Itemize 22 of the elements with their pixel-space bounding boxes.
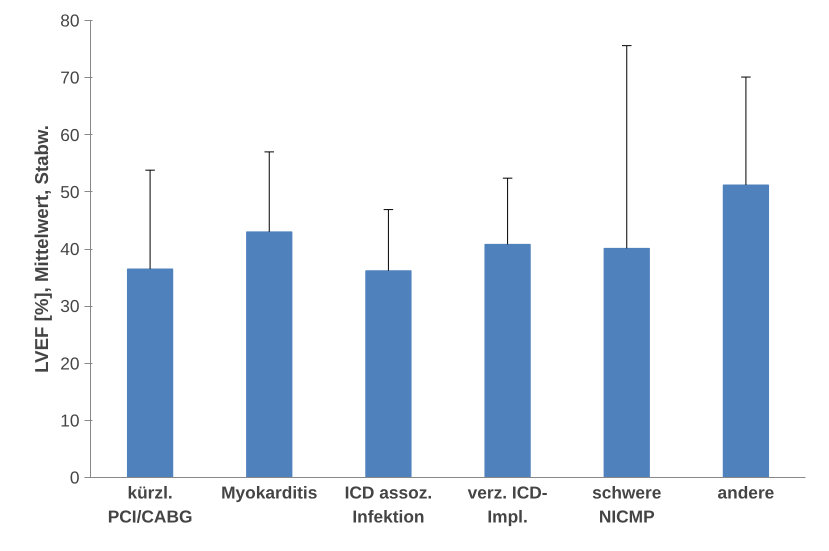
y-tick-label: 70	[60, 68, 80, 88]
x-tick-label: andere	[718, 482, 775, 502]
y-tick-label: 40	[60, 239, 80, 259]
y-tick-label: 50	[60, 182, 80, 202]
bar	[722, 184, 770, 478]
x-tick-label: Myokarditis	[221, 482, 318, 502]
bar	[365, 270, 412, 478]
bar	[246, 231, 292, 478]
y-tick-label: 80	[60, 10, 80, 30]
y-tick-label: 30	[60, 296, 80, 316]
y-tick-label: 10	[60, 410, 80, 430]
y-tick-label: 0	[70, 468, 80, 488]
x-tick-label: ICD assoz. Infektion	[344, 482, 432, 526]
y-tick-label: 20	[60, 353, 80, 374]
bar	[604, 248, 650, 478]
bar	[484, 244, 531, 478]
y-tick-label: 60	[60, 124, 80, 145]
x-tick-label: schwere NICMP	[592, 482, 662, 526]
y-axis-title: LVEF [%], Mittelwert, Stabw.	[31, 125, 52, 373]
bar	[126, 268, 174, 478]
x-tick-label: verz. ICD- Impl.	[468, 482, 548, 526]
x-tick-label: kürzl. PCI/CABG	[108, 482, 192, 526]
